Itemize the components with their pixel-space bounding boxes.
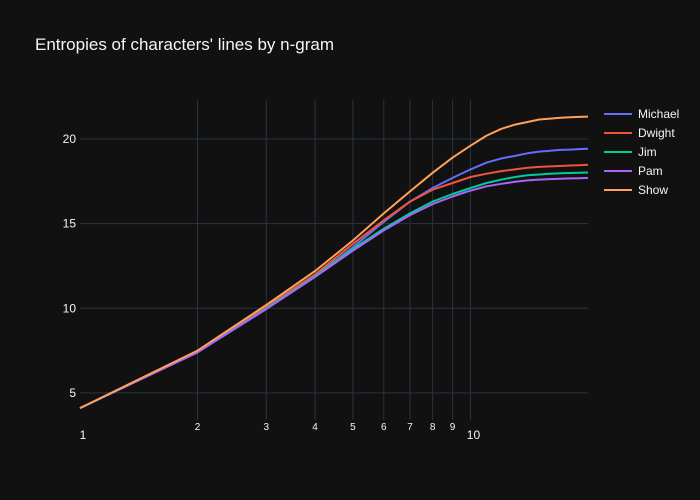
series-line-show (79, 115, 589, 409)
series-lines (79, 115, 589, 410)
y-tick-label: 15 (63, 217, 77, 231)
legend-label: Dwight (638, 126, 675, 140)
x-tick-label: 10 (467, 428, 481, 442)
x-tick-label: 7 (407, 422, 413, 433)
y-tick-label: 5 (69, 386, 76, 400)
legend-item-jim[interactable]: Jim (604, 145, 657, 159)
x-grid (197, 100, 471, 420)
series-line-pam (79, 176, 589, 410)
legend-item-pam[interactable]: Pam (604, 164, 663, 178)
y-tick-label: 20 (63, 132, 77, 146)
x-tick-label: 4 (312, 422, 318, 433)
x-tick-label: 9 (450, 422, 456, 433)
x-tick-label: 2 (195, 422, 201, 433)
x-tick-label: 3 (264, 422, 270, 433)
y-tick-label: 10 (63, 301, 77, 315)
y-grid (80, 138, 588, 394)
series-line-dwight (79, 163, 589, 410)
series-line-michael (79, 147, 589, 410)
legend-label: Show (638, 183, 668, 197)
legend-label: Jim (638, 145, 657, 159)
x-tick-label: 1 (80, 428, 87, 442)
chart-title: Entropies of characters' lines by n-gram (35, 35, 334, 54)
legend-label: Pam (638, 164, 663, 178)
legend-item-michael[interactable]: Michael (604, 107, 679, 121)
y-tick-labels: 5 10 15 20 (63, 132, 77, 400)
legend-item-dwight[interactable]: Dwight (604, 126, 675, 140)
legend-label: Michael (638, 107, 679, 121)
x-tick-label: 5 (350, 422, 356, 433)
x-tick-label: 8 (430, 422, 436, 433)
x-tick-label: 6 (381, 422, 387, 433)
legend-item-show[interactable]: Show (604, 183, 668, 197)
x-tick-labels: 1 2 3 4 5 6 7 8 9 10 (80, 422, 481, 442)
legend[interactable]: Michael Dwight Jim Pam Show (604, 107, 679, 197)
